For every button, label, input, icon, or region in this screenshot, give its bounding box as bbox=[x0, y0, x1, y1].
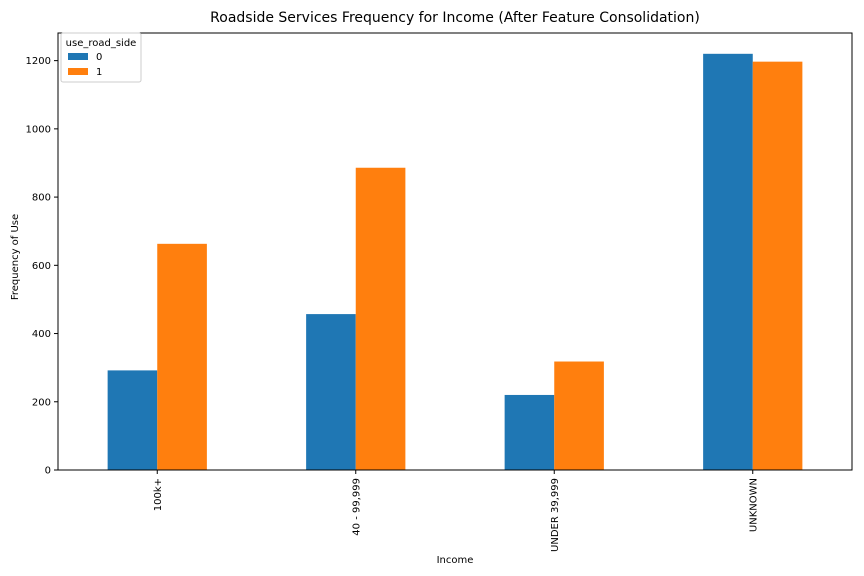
bar-series-1-3 bbox=[752, 61, 803, 470]
bar-series-1-1 bbox=[355, 167, 406, 470]
y-tick-label: 1000 bbox=[26, 124, 51, 135]
x-tick-label: UNDER 39,999 bbox=[550, 478, 561, 552]
axes: 0 200 400 600 800 1000 1200 100k+ 40 - 99,999 UND… bbox=[26, 32, 853, 552]
chart-title: Roadside Services Frequency for Income (… bbox=[210, 10, 700, 26]
legend-title: use_road_side bbox=[66, 38, 137, 49]
legend-swatch-0 bbox=[68, 53, 88, 60]
y-tick-label: 200 bbox=[32, 397, 51, 408]
bar-series-1-0 bbox=[157, 243, 207, 470]
bar-series-0-1 bbox=[306, 314, 356, 470]
legend-swatch-1 bbox=[68, 68, 88, 75]
bar-series-0-0 bbox=[107, 370, 158, 470]
bars bbox=[107, 53, 803, 471]
legend: use_road_side 0 1 bbox=[60, 32, 142, 83]
x-tick-label: 40 - 99,999 bbox=[351, 478, 362, 536]
x-tick-label: UNKNOWN bbox=[748, 478, 759, 532]
y-tick-label: 800 bbox=[32, 193, 51, 204]
y-tick-label: 400 bbox=[32, 329, 51, 340]
bar-series-1-2 bbox=[554, 361, 604, 470]
x-axis-label: Income bbox=[437, 555, 474, 566]
legend-entry-label: 0 bbox=[96, 52, 102, 63]
y-tick-label: 0 bbox=[45, 466, 51, 477]
bar-series-0-3 bbox=[703, 53, 753, 471]
bar-series-0-2 bbox=[504, 394, 555, 470]
y-tick-label: 1200 bbox=[26, 56, 51, 67]
legend-entry-label: 1 bbox=[96, 67, 102, 78]
x-tick-label: 100k+ bbox=[153, 478, 164, 511]
y-axis-label: Frequency of Use bbox=[10, 214, 21, 300]
plot-frame bbox=[57, 32, 853, 471]
y-tick-label: 600 bbox=[32, 261, 51, 272]
